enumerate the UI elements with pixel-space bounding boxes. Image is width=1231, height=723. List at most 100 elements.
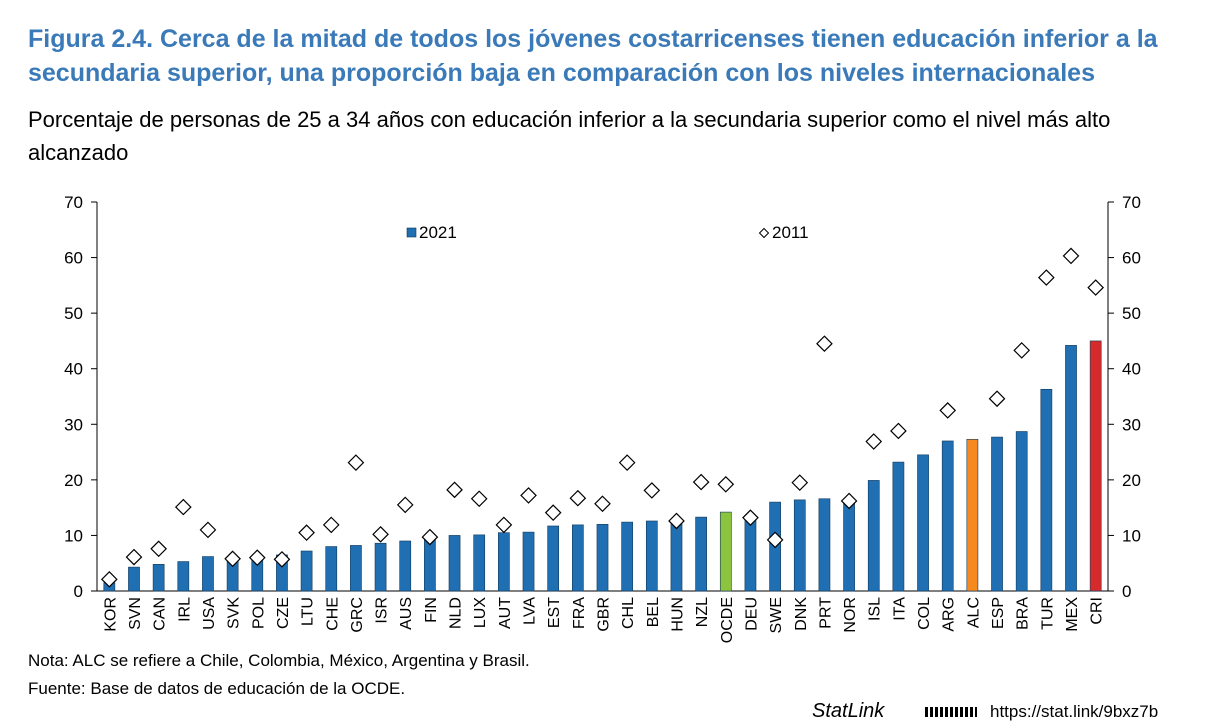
- y-tick-label-left: 40: [64, 360, 83, 379]
- bar-tur: [1040, 388, 1053, 592]
- bar-grc: [350, 545, 362, 592]
- diamond-deu: [742, 509, 759, 526]
- bar-svn: [128, 566, 140, 592]
- diamond-est: [544, 504, 562, 521]
- diamond-cze: [273, 550, 291, 568]
- y-tick-label-right: 70: [1122, 193, 1141, 212]
- diamond-isr: [372, 525, 389, 543]
- x-tick-label-ocde: OCDE: [719, 597, 736, 643]
- diamond-fin: [421, 528, 439, 546]
- y-tick-label-right: 20: [1122, 471, 1141, 490]
- y-tick-label-right: 40: [1122, 360, 1141, 379]
- bar-alc: [966, 438, 979, 592]
- legend: 2021 2011: [406, 223, 809, 242]
- bar-nld: [448, 535, 461, 592]
- diamond-che: [322, 516, 340, 534]
- bar-hun: [670, 519, 683, 592]
- diamond-nzl: [692, 473, 710, 491]
- diamond-svk: [224, 550, 241, 568]
- diamond-gbr: [594, 495, 611, 513]
- diamond-chl: [618, 454, 636, 471]
- diamond-swe: [766, 531, 784, 549]
- bar-esp: [991, 436, 1003, 592]
- statlink-url[interactable]: https://stat.link/9bxz7b: [990, 702, 1159, 721]
- x-tick-label-deu: DEU: [743, 597, 760, 631]
- bar-usa: [202, 556, 214, 592]
- x-tick-label-prt: PRT: [817, 597, 834, 629]
- x-tick-label-pol: POL: [250, 597, 267, 629]
- diamond-can: [150, 540, 167, 558]
- x-tick-label-cri: CRI: [1089, 597, 1106, 625]
- bar-ltu: [300, 550, 313, 592]
- bar-col: [917, 454, 929, 592]
- x-tick-label-esp: ESP: [990, 597, 1007, 629]
- diamond-aus: [396, 496, 414, 514]
- legend-label-2021: 2021: [419, 223, 457, 242]
- bar-mex: [1065, 345, 1077, 592]
- legend-swatch-2011: [758, 227, 770, 239]
- bar-gbr: [596, 524, 609, 592]
- bar-aus: [399, 540, 412, 592]
- x-tick-label-irl: IRL: [176, 597, 193, 622]
- bar-ocde: [719, 511, 732, 592]
- y-tick-label-left: 0: [74, 582, 83, 601]
- chart-source: Fuente: Base de datos de educación de la…: [28, 679, 406, 698]
- diamond-isl: [865, 433, 883, 450]
- x-tick-label-lva: LVA: [522, 597, 539, 625]
- x-tick-label-ltu: LTU: [300, 597, 317, 626]
- bar-lux: [473, 534, 486, 592]
- diamond-svn: [125, 548, 143, 566]
- y-tick-label-right: 50: [1122, 304, 1141, 323]
- x-tick-label-aus: AUS: [398, 597, 415, 630]
- diamond-fra: [569, 489, 587, 507]
- statlink-label[interactable]: StatLink: [812, 700, 885, 722]
- diamond-ocde: [717, 475, 735, 493]
- diamond-tur: [1038, 269, 1055, 286]
- x-tick-label-mex: MEX: [1064, 597, 1081, 632]
- bar-chl: [621, 521, 634, 592]
- bar-deu: [744, 519, 757, 592]
- bar-nor: [843, 502, 855, 592]
- diamond-ltu: [298, 524, 315, 541]
- x-tick-label-che: CHE: [324, 597, 341, 631]
- y-tick-label-left: 70: [64, 193, 83, 212]
- diamond-esp: [988, 390, 1006, 408]
- bar-isl: [867, 480, 880, 592]
- chart-note: Nota: ALC se refiere a Chile, Colombia, …: [28, 651, 530, 670]
- x-tick-label-alc: ALC: [965, 597, 982, 628]
- bar-ita: [892, 461, 905, 592]
- diamond-hun: [668, 512, 685, 530]
- chart-axes: 0 0 10 10 20 20 30 30 40 40 50 50 60 60 70 70: [64, 193, 1141, 601]
- x-tick-label-col: COL: [916, 597, 933, 630]
- x-tick-label-grc: GRC: [349, 597, 366, 633]
- x-tick-label-gbr: GBR: [596, 597, 613, 632]
- x-tick-label-lux: LUX: [472, 597, 489, 628]
- bar-nzl: [695, 516, 707, 592]
- bar-lva: [522, 531, 535, 592]
- diamond-ita: [890, 422, 907, 440]
- y-tick-label-right: 30: [1122, 415, 1141, 434]
- x-tick-label-nor: NOR: [842, 597, 859, 633]
- x-tick-labels: KOR SVN CAN IRL USA SVK POL CZE LTU CHE GRC ISR AUS F…: [102, 597, 1105, 644]
- x-tick-label-hun: HUN: [669, 597, 686, 632]
- x-tick-label-isl: ISL: [867, 597, 884, 621]
- diamond-nld: [446, 481, 463, 499]
- diamond-aut: [495, 516, 513, 534]
- bar-can: [152, 564, 165, 592]
- figure-title: Figura 2.4. Cerca de la mitad de todos l…: [28, 25, 1158, 87]
- y-tick-label-right: 0: [1122, 582, 1131, 601]
- bar-che: [325, 546, 338, 592]
- diamond-bel: [643, 482, 661, 499]
- statlink-icon[interactable]: [925, 707, 977, 717]
- diamond-nor: [840, 492, 858, 510]
- x-tick-label-svn: SVN: [127, 597, 144, 630]
- x-tick-label-kor: KOR: [102, 597, 119, 632]
- diamond-irl: [174, 498, 192, 516]
- diamond-pol: [248, 549, 266, 567]
- x-tick-label-isr: ISR: [374, 597, 391, 624]
- y-tick-label-left: 30: [64, 415, 83, 434]
- y-tick-label-left: 10: [64, 526, 83, 545]
- x-tick-label-bel: BEL: [645, 597, 662, 627]
- diamond-usa: [199, 521, 217, 539]
- x-tick-label-usa: USA: [201, 597, 218, 630]
